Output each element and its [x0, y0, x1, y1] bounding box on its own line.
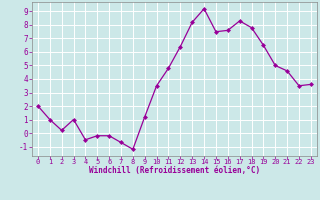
- X-axis label: Windchill (Refroidissement éolien,°C): Windchill (Refroidissement éolien,°C): [89, 166, 260, 175]
